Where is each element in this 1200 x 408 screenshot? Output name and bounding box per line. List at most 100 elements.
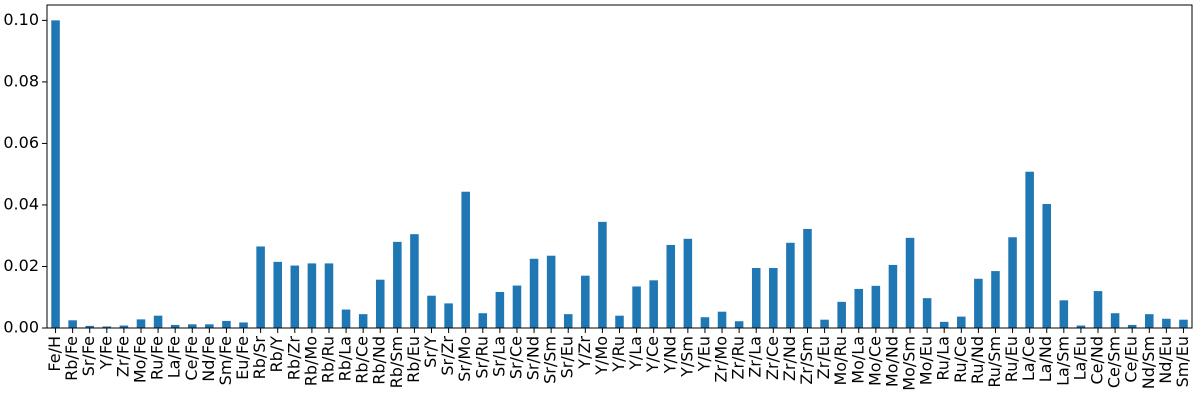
- x-tick-label: Nd/Fe: [199, 336, 218, 382]
- x-tick-label: Mo/Nd: [882, 336, 901, 387]
- bar: [683, 238, 693, 328]
- bar: [512, 285, 522, 328]
- x-tick-label: Y/Eu: [694, 336, 713, 372]
- x-tick-label: Sr/Y: [421, 336, 440, 368]
- bar: [991, 271, 1000, 328]
- bar: [769, 268, 778, 328]
- bar: [1162, 318, 1171, 328]
- x-tick-label: Zr/Ru: [729, 336, 748, 379]
- y-tick-label: 0.08: [3, 71, 39, 90]
- y-tick-label: 0.04: [3, 194, 39, 213]
- x-tick-label: Nd/Sm: [1139, 336, 1158, 389]
- x-tick-label: Y/Zr: [575, 336, 594, 370]
- bar: [170, 324, 180, 328]
- bar: [1110, 313, 1120, 328]
- bar: [751, 268, 761, 328]
- x-tick-label: Zr/Fe: [113, 336, 132, 377]
- x-tick-label: Sr/La: [489, 336, 508, 377]
- bar: [1093, 291, 1103, 328]
- bar: [444, 303, 453, 328]
- bar: [957, 316, 966, 328]
- x-tick-label: Zr/Mo: [712, 336, 731, 383]
- x-tick-label: Rb/Ce: [353, 336, 372, 384]
- bar: [358, 314, 368, 328]
- x-tick-label: Ru/Nd: [968, 336, 987, 384]
- x-tick-label: Zr/Eu: [814, 336, 833, 379]
- x-tick-label: Rb/Eu: [404, 336, 423, 383]
- x-tick-label: Sr/Ru: [472, 336, 491, 379]
- x-tick-label: La/Eu: [1070, 336, 1089, 380]
- x-tick-label: Zr/La: [746, 336, 765, 378]
- x-tick-label: Y/Nd: [660, 336, 679, 374]
- x-tick-label: Rb/Ru: [318, 336, 337, 383]
- bar: [273, 261, 282, 328]
- bar: [939, 321, 949, 328]
- bar: [888, 264, 898, 328]
- bar: [256, 246, 265, 328]
- y-tick-label: 0.06: [3, 133, 39, 152]
- bar: [324, 263, 334, 328]
- bar: [461, 191, 470, 328]
- bar: [563, 314, 573, 328]
- bar: [393, 241, 402, 328]
- bar: [529, 258, 539, 328]
- bar: [1145, 314, 1154, 328]
- x-tick-label: Sr/Zr: [438, 336, 457, 376]
- bar: [102, 326, 112, 328]
- x-tick-label: La/Fe: [165, 336, 184, 378]
- x-tick-label: Sr/Sm: [541, 336, 560, 384]
- bar: [222, 320, 231, 328]
- x-tick-label: Rb/Nd: [370, 336, 389, 385]
- x-tick-label: Ru/Ce: [951, 336, 970, 383]
- x-tick-label: Ru/Sm: [985, 336, 1004, 388]
- x-tick-label: Rb/Sm: [387, 336, 406, 388]
- x-tick-label: Y/Fe: [96, 336, 115, 370]
- bar: [546, 255, 556, 328]
- x-tick-label: Sr/Nd: [524, 336, 543, 380]
- bar: [136, 319, 146, 328]
- x-tick-label: Sr/Eu: [558, 336, 577, 378]
- x-tick-label: Eu/Fe: [233, 336, 252, 380]
- x-tick-label: Ru/La: [934, 336, 953, 381]
- y-tick-label: 0.02: [3, 256, 39, 275]
- x-tick-label: Mo/Sm: [900, 336, 919, 391]
- bar: [803, 228, 812, 328]
- bar: [786, 242, 795, 328]
- bar: [239, 322, 248, 328]
- bar: [1025, 171, 1034, 328]
- x-tick-label: Sr/Mo: [455, 336, 474, 382]
- bar: [1008, 237, 1017, 328]
- x-tick-label: Rb/Y: [267, 336, 286, 373]
- bar: [581, 275, 590, 328]
- bar: [615, 315, 624, 328]
- bar: [1076, 325, 1086, 328]
- x-tick-label: Rb/Zr: [284, 336, 303, 381]
- x-tick-label: Sm/Eu: [1173, 336, 1192, 387]
- x-tick-label: Mo/Ce: [865, 336, 884, 386]
- bar: [1179, 319, 1188, 328]
- bar: [700, 317, 710, 328]
- x-tick-label: Rb/Sr: [250, 336, 269, 380]
- x-tick-label: Y/Sm: [677, 336, 696, 378]
- bar: [649, 280, 658, 328]
- bar: [854, 288, 864, 328]
- bar: [187, 324, 197, 328]
- x-tick-label: Sr/Ce: [506, 336, 525, 379]
- x-tick-label: Mo/Fe: [130, 336, 149, 383]
- x-tick-label: La/Sm: [1053, 336, 1072, 386]
- x-tick-label: Rb/La: [336, 336, 355, 381]
- plot-frame: [46, 4, 1193, 329]
- bar: [341, 309, 351, 328]
- bar: [478, 313, 488, 328]
- x-tick-label: Rb/Fe: [62, 336, 81, 381]
- bar: [375, 279, 385, 328]
- x-tick-label: La/Ce: [1019, 336, 1038, 381]
- y-tick-label: 0.10: [3, 10, 39, 29]
- x-tick-label: Rb/Mo: [301, 336, 320, 386]
- bar: [290, 265, 300, 328]
- x-tick-label: Y/Ce: [643, 336, 662, 373]
- x-tick-label: Sm/Fe: [216, 336, 235, 385]
- bar: [410, 234, 419, 328]
- x-tick-label: Mo/Eu: [917, 336, 936, 385]
